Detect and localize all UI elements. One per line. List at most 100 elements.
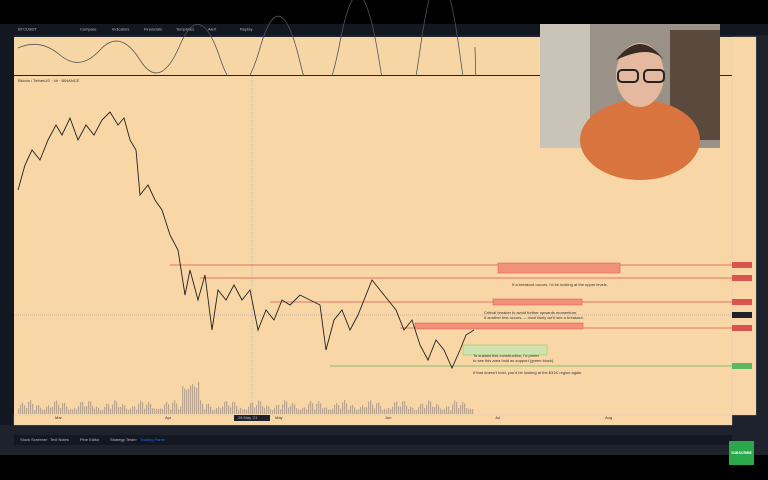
volume-bar: [268, 406, 270, 414]
volume-bar: [274, 407, 276, 414]
volume-bar: [196, 387, 198, 414]
oscillator-line: [17, 0, 477, 128]
volume-bar: [280, 409, 282, 414]
volume-bar: [248, 406, 250, 414]
volume-bar: [126, 408, 128, 414]
volume-bar: [406, 405, 408, 414]
volume-bar: [298, 409, 300, 414]
symbol[interactable]: BTCUSDT: [18, 27, 37, 32]
volume-bar: [238, 409, 240, 414]
volume-bar: [348, 409, 350, 414]
volume-bar: [36, 405, 38, 414]
time-label: Apr: [165, 415, 172, 420]
volume-bar: [352, 404, 354, 414]
volume-bar: [158, 409, 160, 414]
volume-bar: [104, 406, 106, 414]
volume-bar: [306, 409, 308, 414]
webcam-person: [616, 43, 664, 107]
volume-bar: [98, 407, 100, 414]
volume-bar: [156, 408, 158, 414]
volume-bar: [256, 405, 258, 414]
volume-bar: [282, 404, 284, 414]
annotation: Critical breaker to avoid further upward…: [484, 310, 577, 315]
volume-bar: [26, 408, 28, 414]
volume-bar: [432, 406, 434, 414]
volume-bar: [460, 405, 462, 414]
volume-bar: [54, 401, 56, 414]
volume-bar: [286, 401, 288, 414]
volume-bar: [408, 408, 410, 414]
volume-bar: [458, 408, 460, 414]
volume-bar: [228, 405, 230, 414]
volume-bar: [258, 400, 260, 414]
volume-bar: [342, 402, 344, 414]
volume-bar: [266, 405, 268, 414]
volume-bar: [172, 402, 174, 414]
subscribe-button[interactable]: [729, 441, 754, 465]
volume-bar: [130, 408, 132, 414]
volume-bar: [388, 407, 390, 414]
subscribe-label[interactable]: SUBSCRIBE: [731, 451, 752, 455]
volume-bar: [162, 408, 164, 414]
volume-bar: [132, 406, 134, 414]
volume-bar: [140, 400, 142, 414]
volume-bar: [260, 401, 262, 414]
volume-bar: [468, 408, 470, 414]
volume-bar: [186, 389, 188, 414]
volume-bar: [194, 386, 196, 414]
volume-bar: [166, 401, 168, 414]
volume-bar: [426, 405, 428, 414]
support-box: [462, 344, 548, 356]
chart-legend: Bitcoin / TetherUS · 4h · BINANCE: [18, 78, 80, 83]
volume-bar: [302, 407, 304, 414]
bottom-tab[interactable]: Text Notes: [50, 437, 69, 442]
volume-bar: [80, 402, 82, 414]
volume-bar: [198, 381, 200, 414]
volume-bar: [226, 401, 228, 414]
volume-bar: [420, 404, 422, 414]
volume-bar: [340, 408, 342, 414]
time-label: May: [275, 415, 283, 420]
bottom-panel: [14, 435, 732, 445]
volume-bar: [170, 409, 172, 414]
price-tag: [732, 312, 752, 318]
bottom-tab[interactable]: Strategy Tester: [110, 437, 137, 442]
volume-bar: [358, 409, 360, 414]
toolbar-button[interactable]: Compare: [80, 27, 97, 32]
toolbar-button[interactable]: Replay: [240, 27, 252, 32]
toolbar-button[interactable]: Financials: [144, 27, 162, 32]
volume-bar: [300, 409, 302, 414]
volume-bar: [318, 400, 320, 414]
volume-bar: [464, 403, 466, 414]
volume-bar: [356, 409, 358, 414]
volume-bar: [40, 407, 42, 414]
volume-bar: [30, 400, 32, 414]
bottom-tab[interactable]: Stock Screener: [20, 437, 48, 442]
volume-bar: [24, 405, 26, 414]
bottom-tab[interactable]: Trading Panel: [140, 437, 165, 442]
volume-bar: [392, 406, 394, 414]
volume-bar: [218, 406, 220, 414]
volume-bar: [446, 406, 448, 414]
volume-bar: [320, 403, 322, 414]
volume-bar: [96, 406, 98, 414]
volume-bar: [424, 408, 426, 414]
volume-bar: [110, 408, 112, 414]
price-line: [17, 111, 475, 370]
price-tag: [732, 275, 752, 281]
volume-bar: [188, 388, 190, 414]
toolbar-button[interactable]: Templates: [176, 27, 194, 32]
volume-bar: [314, 409, 316, 414]
volume-bar: [336, 402, 338, 414]
volume-bar: [200, 400, 202, 414]
toolbar-button[interactable]: Alert: [208, 27, 217, 32]
volume-bar: [376, 403, 378, 414]
volume-bar: [206, 404, 208, 414]
bottom-tab[interactable]: Pine Editor: [80, 437, 100, 442]
toolbar-button[interactable]: Indicators: [112, 27, 129, 32]
volume-bar: [116, 401, 118, 414]
volume-bar: [254, 407, 256, 414]
volume-bar: [174, 400, 176, 414]
volume-bar: [252, 402, 254, 414]
